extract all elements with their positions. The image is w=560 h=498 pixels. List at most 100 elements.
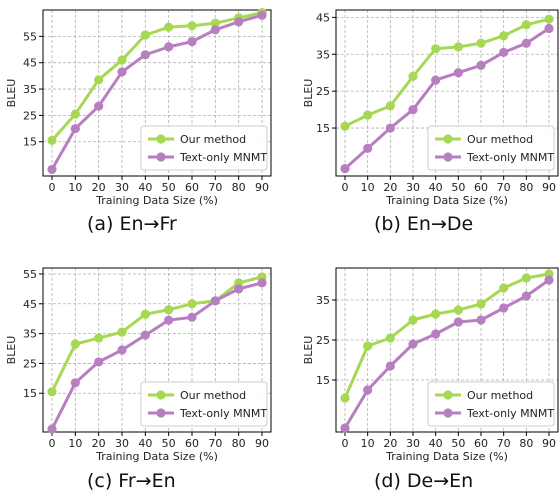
- x-tick-label: 30: [115, 181, 129, 194]
- data-point-text_only: [385, 361, 395, 371]
- data-point-our_method: [431, 309, 441, 319]
- legend-label-our_method: Our method: [180, 133, 246, 146]
- chart-0: 15 25 35 45 55 0 10 20 30 40 50 60 70 80 90 Training Da…: [5, 8, 272, 207]
- legend: Our method Text-only MNMT: [140, 381, 268, 427]
- data-point-text_only: [94, 357, 104, 367]
- x-tick-label: 70: [208, 437, 222, 450]
- x-tick-label: 30: [406, 181, 420, 194]
- legend-label-text_only: Text-only MNMT: [466, 407, 554, 420]
- x-tick-label: 50: [451, 181, 465, 194]
- data-point-our_method: [340, 121, 350, 131]
- legend-box: [427, 125, 555, 171]
- y-tick-label: 35: [23, 83, 37, 96]
- data-point-text_only: [117, 345, 127, 355]
- series-line-our_method: [50, 11, 263, 142]
- data-point-text_only: [70, 378, 80, 388]
- plot-frame: [335, 9, 559, 177]
- x-tick-label: 0: [342, 437, 349, 450]
- x-tick-label: 50: [162, 181, 176, 194]
- x-tick-label: 20: [383, 181, 397, 194]
- series-line-text_only: [50, 281, 263, 430]
- y-tick-label: 55: [23, 268, 37, 281]
- x-tick-label: 20: [92, 437, 106, 450]
- data-point-text_only: [47, 424, 57, 434]
- x-tick-label: 90: [542, 181, 556, 194]
- y-axis-label: BLEU: [302, 79, 315, 108]
- plot-frame: [42, 9, 272, 177]
- data-point-our_method: [363, 341, 373, 351]
- data-point-text_only: [117, 67, 127, 77]
- data-point-our_method: [340, 393, 350, 403]
- x-tick-label: 20: [92, 181, 106, 194]
- legend-marker-text_only: [443, 152, 453, 162]
- x-tick-label: 80: [232, 437, 246, 450]
- data-point-our_method: [544, 14, 554, 24]
- caption-a: (a) En→Fr: [87, 213, 177, 235]
- data-point-text_only: [164, 42, 174, 52]
- data-point-our_method: [187, 299, 197, 309]
- x-tick-label: 50: [451, 437, 465, 450]
- y-tick-label: 25: [23, 109, 37, 122]
- data-point-text_only: [476, 315, 486, 325]
- y-tick-label: 15: [316, 122, 330, 135]
- series-line-our_method: [343, 272, 550, 399]
- y-axis-label: BLEU: [302, 336, 315, 365]
- data-point-text_only: [476, 60, 486, 70]
- legend-marker-text_only: [443, 408, 453, 418]
- legend-label-our_method: Our method: [467, 389, 533, 402]
- data-point-text_only: [257, 278, 267, 288]
- data-point-text_only: [363, 385, 373, 395]
- data-point-our_method: [385, 333, 395, 343]
- caption-c: (c) Fr→En: [87, 470, 176, 492]
- x-tick-label: 30: [406, 437, 420, 450]
- data-point-text_only: [408, 105, 418, 115]
- series-line-text_only: [343, 27, 550, 170]
- x-tick-label: 60: [185, 437, 199, 450]
- x-tick-label: 30: [115, 437, 129, 450]
- x-tick-label: 70: [208, 181, 222, 194]
- chart-1: 15 25 35 45 0 10 20 30 40 50 60 70 80 90 Training Data…: [302, 9, 559, 207]
- data-point-text_only: [187, 37, 197, 47]
- y-axis-label: BLEU: [5, 79, 18, 108]
- x-tick-label: 70: [497, 437, 511, 450]
- data-point-our_method: [499, 31, 509, 41]
- data-point-text_only: [453, 317, 463, 327]
- x-tick-label: 50: [162, 437, 176, 450]
- data-point-text_only: [363, 143, 373, 153]
- x-tick-label: 40: [429, 181, 443, 194]
- data-point-our_method: [453, 305, 463, 315]
- data-point-our_method: [47, 135, 57, 146]
- data-point-text_only: [70, 123, 80, 134]
- series-line-text_only: [50, 13, 263, 171]
- y-tick-label: 45: [316, 11, 330, 24]
- x-tick-label: 0: [49, 181, 56, 194]
- y-tick-label: 15: [316, 374, 330, 387]
- x-tick-label: 0: [49, 437, 56, 450]
- data-point-text_only: [187, 312, 197, 322]
- x-tick-label: 40: [138, 437, 152, 450]
- data-point-our_method: [363, 110, 373, 120]
- y-tick-label: 35: [23, 328, 37, 341]
- data-point-our_method: [499, 283, 509, 293]
- data-point-our_method: [408, 315, 418, 325]
- data-point-text_only: [164, 315, 174, 325]
- series-line-our_method: [344, 17, 550, 128]
- data-point-text_only: [234, 17, 244, 27]
- data-point-our_method: [476, 299, 486, 309]
- legend: Our method Text-only MNMT: [427, 125, 555, 171]
- data-point-our_method: [453, 42, 463, 52]
- data-point-text_only: [499, 303, 509, 313]
- x-tick-label: 10: [361, 181, 375, 194]
- y-tick-label: 45: [23, 57, 37, 70]
- data-point-our_method: [117, 55, 127, 65]
- data-point-our_method: [140, 309, 150, 319]
- x-tick-label: 80: [232, 181, 246, 194]
- chart-3: 15 25 35 0 10 20 30 40 50 60 70 80 90 Training Data S…: [302, 267, 559, 463]
- x-tick-label: 80: [519, 181, 533, 194]
- data-point-our_method: [187, 21, 197, 31]
- plot-frame: [42, 267, 272, 433]
- data-point-our_method: [70, 109, 80, 119]
- data-point-our_method: [476, 38, 486, 48]
- data-point-text_only: [431, 75, 441, 85]
